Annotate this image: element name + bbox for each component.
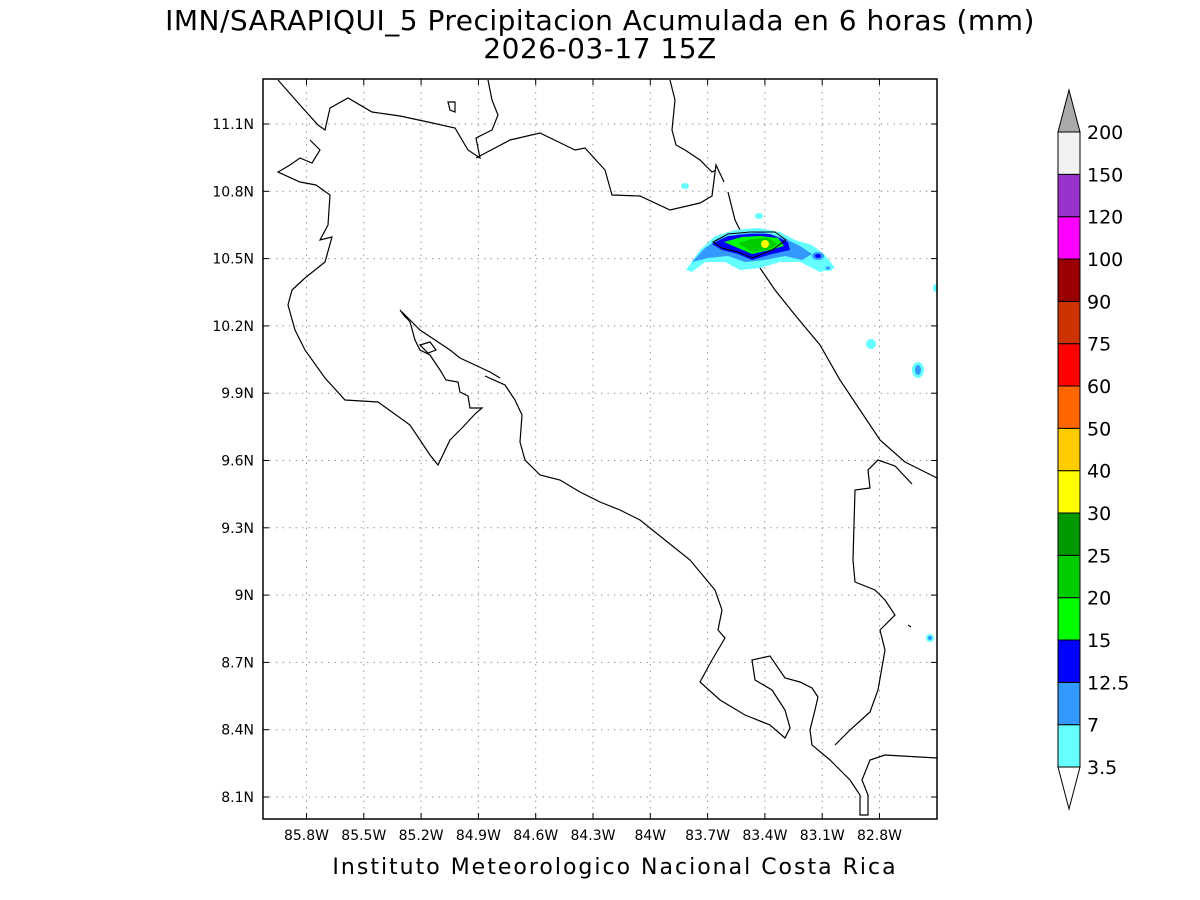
colorbar-swatch bbox=[1057, 639, 1081, 683]
colorbar-max-arrow bbox=[1057, 88, 1081, 133]
colorbar-swatch bbox=[1057, 470, 1081, 514]
colorbar-swatch bbox=[1057, 554, 1081, 599]
latitude-labels: 11.1N 10.8N 10.5N 10.2N 9.9N 9.6N 9.3N 9N 8.7N 8.… bbox=[212, 117, 254, 806]
colorbar-label: 25 bbox=[1087, 545, 1111, 567]
longitude-tick-label: 85.2W bbox=[399, 828, 444, 844]
latitude-tick-label: 9.6N bbox=[221, 454, 254, 470]
grid-lines bbox=[263, 79, 937, 819]
longitude-tick-label: 83.1W bbox=[800, 828, 845, 844]
footer-credit: Instituto Meteorologico Nacional Costa R… bbox=[332, 855, 898, 880]
longitude-tick-label: 84.3W bbox=[570, 828, 615, 844]
colorbar-swatch bbox=[1057, 343, 1081, 387]
colorbar-label: 3.5 bbox=[1087, 757, 1117, 779]
colorbar-label: 200 bbox=[1087, 122, 1123, 144]
colorbar-label: 30 bbox=[1087, 503, 1111, 525]
latitude-tick-label: 8.4N bbox=[221, 723, 254, 739]
colorbar-swatch bbox=[1057, 216, 1081, 260]
latitude-tick-label: 9N bbox=[235, 588, 254, 604]
colorbar-swatch bbox=[1057, 724, 1081, 768]
colorbar-label: 60 bbox=[1087, 376, 1111, 398]
colorbar-swatch bbox=[1057, 512, 1081, 556]
longitude-tick-label: 82.8W bbox=[857, 828, 902, 844]
precipitation-field bbox=[681, 183, 937, 642]
longitude-tick-label: 85.8W bbox=[284, 828, 329, 844]
longitude-labels: 85.8W 85.5W 85.2W 84.9W 84.6W 84.3W 84W 83.7W 83… bbox=[284, 828, 902, 844]
coastline bbox=[276, 79, 937, 816]
colorbar-label: 50 bbox=[1087, 418, 1111, 440]
colorbar-label: 75 bbox=[1087, 334, 1111, 356]
map-datetime: 2026-03-17 15Z bbox=[483, 32, 717, 65]
longitude-tick-label: 83.4W bbox=[742, 828, 787, 844]
longitude-tick-label: 84.6W bbox=[513, 828, 558, 844]
colorbar-swatch bbox=[1057, 300, 1081, 345]
latitude-tick-label: 10.8N bbox=[212, 184, 254, 200]
colorbar-min-arrow bbox=[1057, 766, 1081, 811]
latitude-tick-label: 9.9N bbox=[221, 386, 254, 402]
colorbar-swatch bbox=[1057, 131, 1081, 175]
longitude-tick-label: 85.5W bbox=[341, 828, 386, 844]
colorbar-swatch bbox=[1057, 681, 1081, 726]
colorbar-label: 100 bbox=[1087, 249, 1123, 271]
colorbar-label: 12.5 bbox=[1087, 672, 1129, 694]
colorbar-label: 90 bbox=[1087, 291, 1111, 313]
colorbar-label: 15 bbox=[1087, 630, 1111, 652]
colorbar-swatch bbox=[1057, 427, 1081, 472]
colorbar-label: 20 bbox=[1087, 588, 1111, 610]
colorbar-swatch bbox=[1057, 258, 1081, 302]
latitude-tick-label: 9.3N bbox=[221, 521, 254, 537]
colorbar-label: 40 bbox=[1087, 461, 1111, 483]
colorbar-swatch bbox=[1057, 597, 1081, 641]
colorbar-label: 150 bbox=[1087, 164, 1123, 186]
longitude-tick-label: 84W bbox=[634, 828, 666, 844]
latitude-tick-label: 10.2N bbox=[212, 319, 254, 335]
colorbar-swatch bbox=[1057, 385, 1081, 429]
longitude-tick-label: 84.9W bbox=[456, 828, 501, 844]
latitude-tick-label: 8.1N bbox=[221, 790, 254, 806]
colorbar-label: 120 bbox=[1087, 207, 1123, 229]
latitude-tick-label: 11.1N bbox=[212, 117, 254, 133]
map-title: IMN/SARAPIQUI_5 Precipitacion Acumulada … bbox=[165, 4, 1035, 37]
latitude-tick-label: 10.5N bbox=[212, 252, 254, 268]
map-frame bbox=[262, 78, 938, 820]
longitude-tick-label: 83.7W bbox=[685, 828, 730, 844]
latitude-tick-label: 8.7N bbox=[221, 655, 254, 671]
precipitation-colorbar: 3.5 7 12.5 15 20 25 30 40 50 60 75 90 100 120 150 200 bbox=[1057, 88, 1129, 811]
axis-ticks bbox=[263, 79, 937, 819]
colorbar-label: 7 bbox=[1087, 715, 1099, 737]
colorbar-swatch bbox=[1057, 173, 1081, 218]
